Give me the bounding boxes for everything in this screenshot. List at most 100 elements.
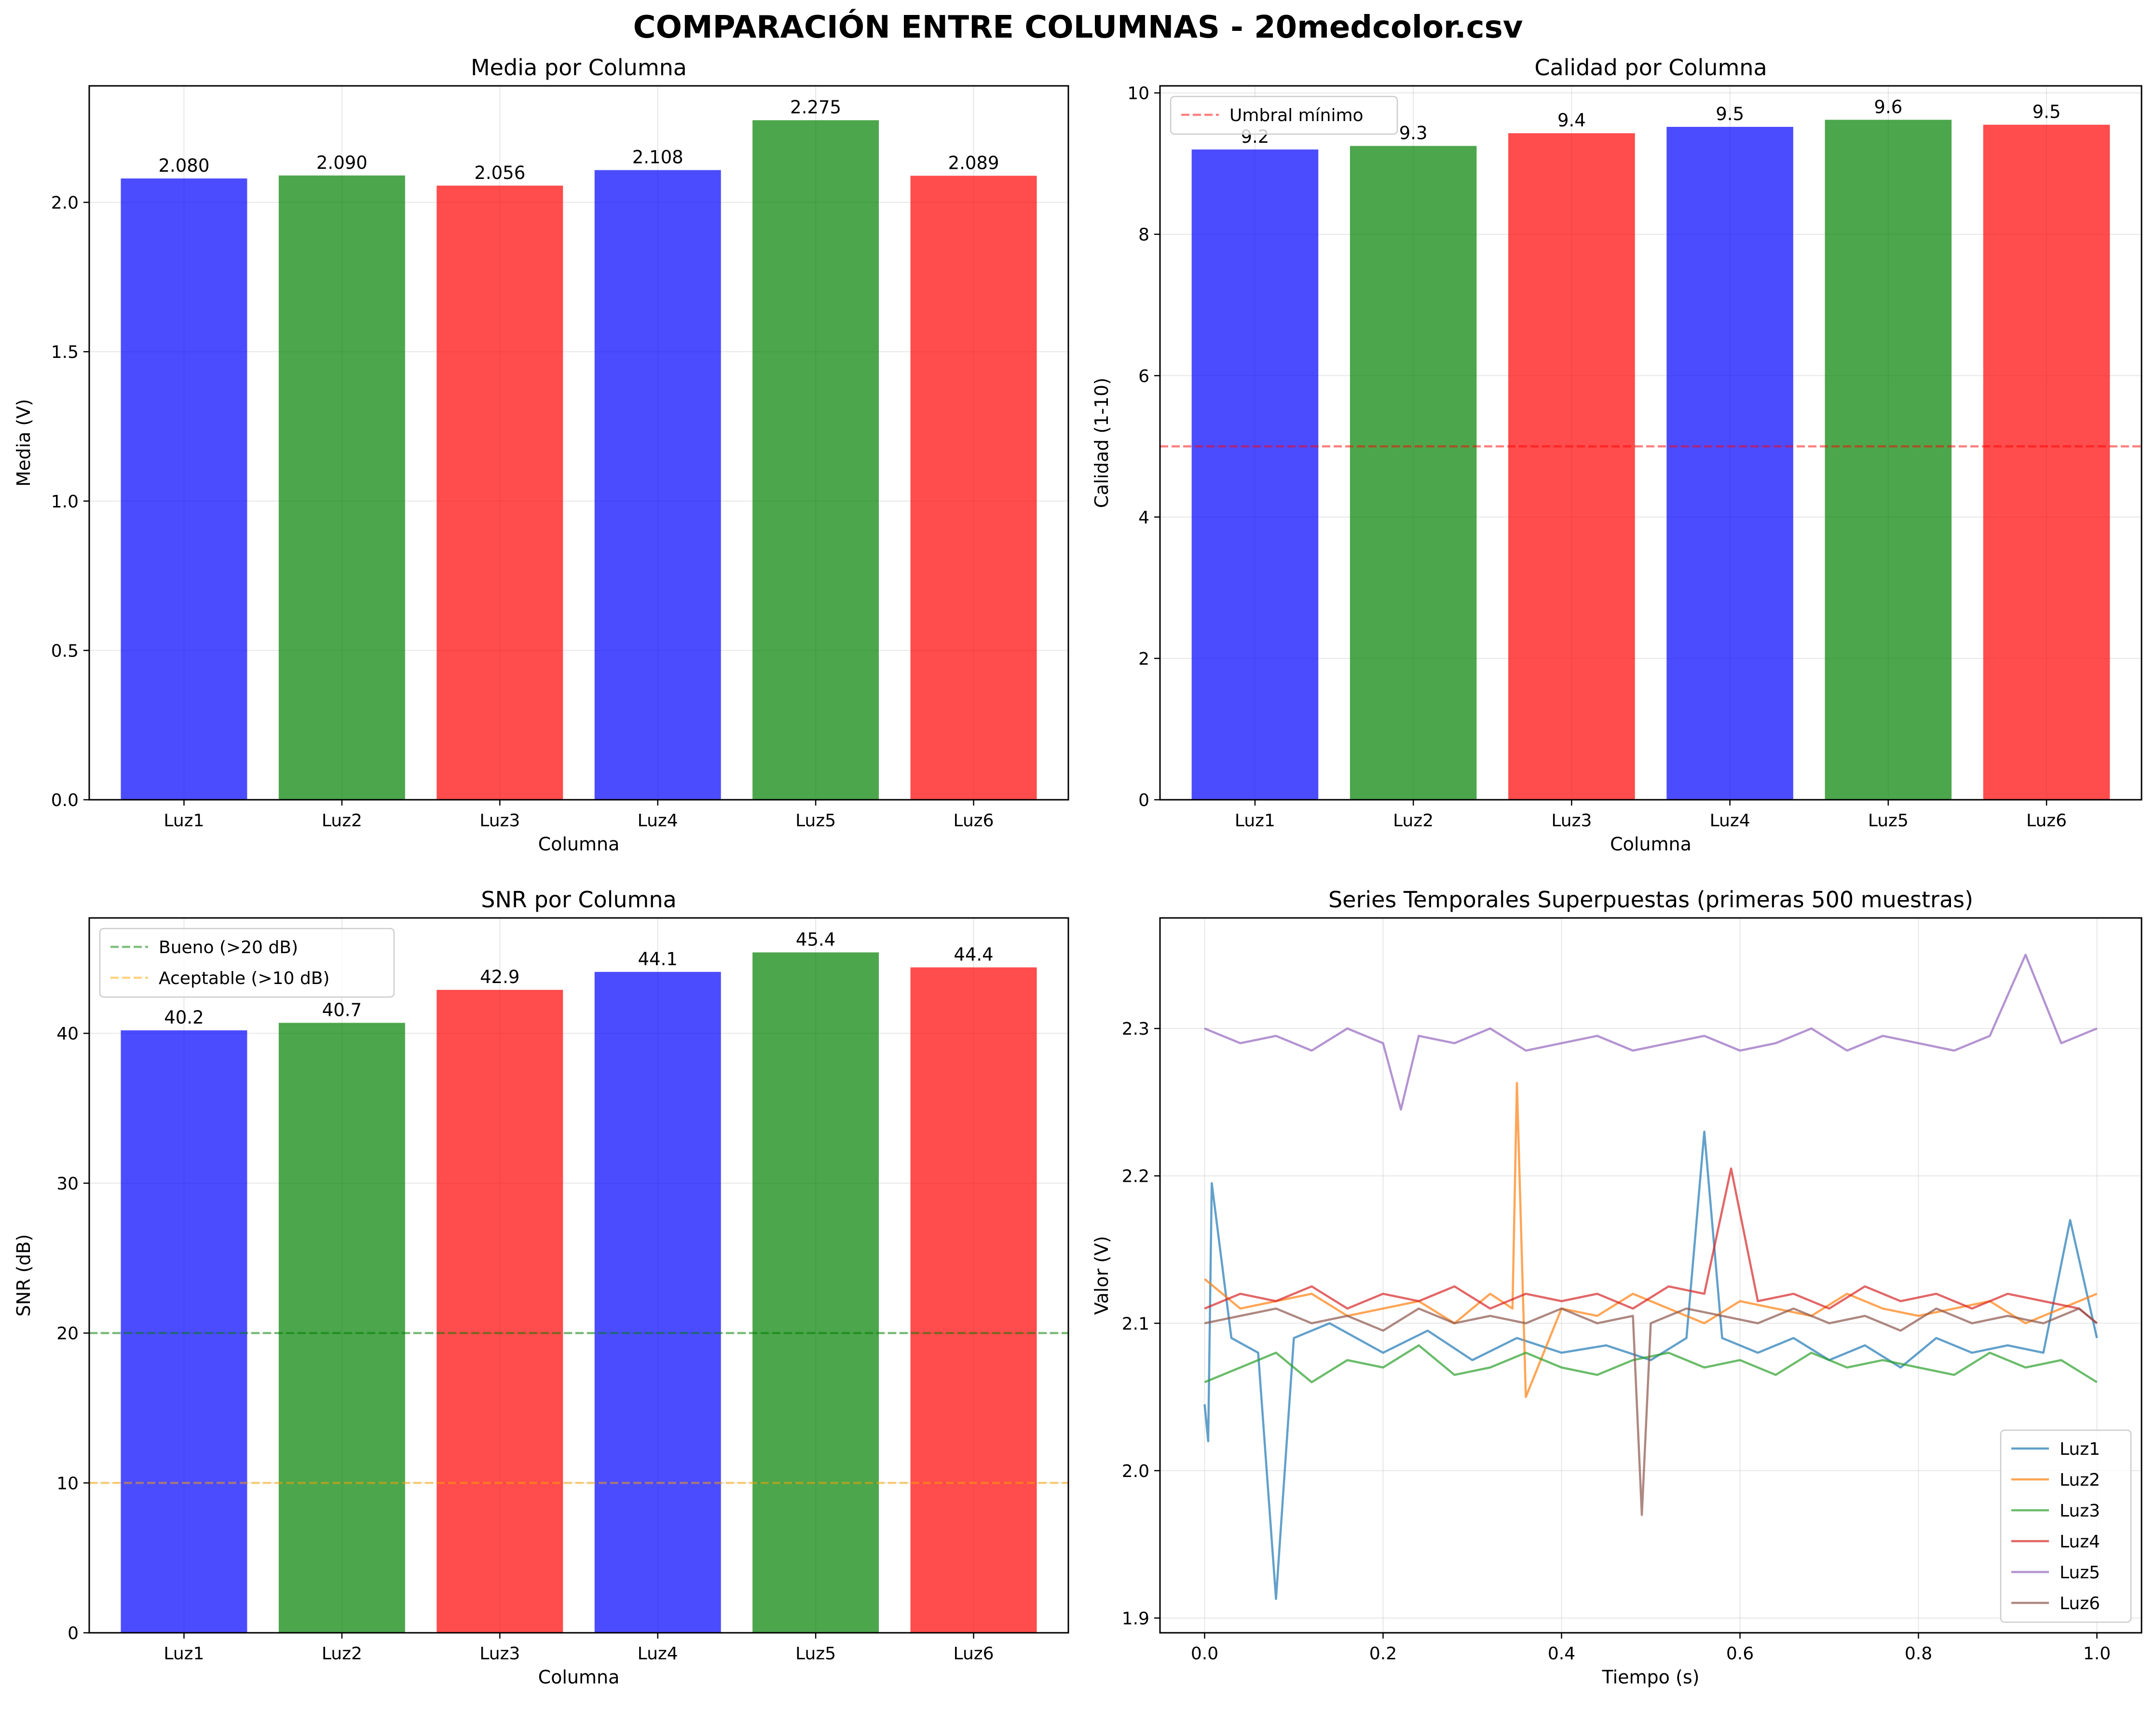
y-tick-label: 2.0 (1122, 1462, 1149, 1481)
y-tick-label: 30 (56, 1174, 79, 1194)
y-tick-label: 2.2 (1122, 1167, 1149, 1187)
x-tick-label: Luz5 (795, 1644, 836, 1664)
bar-luz3 (1508, 133, 1635, 800)
bar-value-label: 2.275 (790, 97, 841, 118)
bar-luz4 (594, 971, 721, 1633)
bar-value-label: 42.9 (480, 967, 519, 987)
bar-value-label: 44.4 (954, 944, 993, 965)
x-tick-label: Luz1 (1235, 811, 1275, 831)
legend-label: Luz3 (2060, 1501, 2100, 1521)
x-axis-label: Tiempo (s) (1602, 1667, 1700, 1688)
panel-1: 2.080 Luz1 2.090 Luz2 2.056 Luz3 2.108 Luz4 2.27… (13, 55, 1069, 855)
y-axis-label: Media (V) (13, 399, 34, 487)
bar-value-label: 9.3 (1399, 123, 1428, 144)
figure-title: COMPARACIÓN ENTRE COLUMNAS - 20medcolor.… (633, 9, 1523, 45)
bar-luz3 (437, 990, 563, 1633)
bar-value-label: 9.5 (2033, 102, 2061, 123)
bar-value-label: 44.1 (638, 949, 678, 970)
series-line-luz4 (1204, 1167, 2098, 1325)
plot-frame (1159, 85, 2142, 801)
y-tick-label: 0.0 (51, 791, 79, 810)
bar-luz6 (1983, 124, 2110, 800)
bar-luz5 (1825, 120, 1952, 800)
y-tick-label: 1.5 (51, 342, 79, 362)
legend-label: Luz2 (2060, 1470, 2100, 1490)
y-tick-label: 2.3 (1122, 1019, 1149, 1039)
panel-2: 9.2Luz19.3Luz29.4Luz39.5Luz49.6Luz59.5Lu… (1091, 55, 2142, 855)
bar-luz6 (910, 967, 1037, 1633)
y-tick-label: 1.0 (51, 492, 79, 512)
legend-box (1170, 96, 1398, 135)
bar-value-label: 2.056 (474, 163, 525, 183)
bar-value-label: 40.7 (322, 999, 362, 1020)
legend-box (2000, 1429, 2132, 1623)
y-tick-label: 0 (1138, 791, 1149, 810)
y-axis-label: Calidad (1-10) (1091, 378, 1112, 508)
y-tick-label: 20 (56, 1324, 79, 1344)
x-tick-label: 0.6 (1726, 1644, 1754, 1664)
legend-label: Umbral mínimo (1229, 106, 1364, 125)
series-line-luz1 (1203, 1130, 2098, 1600)
legend-box (99, 928, 395, 998)
series-line-luz6 (1204, 1307, 2098, 1516)
bar-luz1 (121, 1030, 247, 1633)
panel-4: 0.0 0.2 0.4 0.6 0.8 1.0 1.9 2.0 2.1 2.2 2.3 Series … (1091, 887, 2142, 1688)
y-axis-label: SNR (dB) (13, 1234, 34, 1317)
bar-value-label: 9.6 (1874, 96, 1902, 117)
plot-frame (88, 85, 1069, 801)
y-axis-label: Valor (V) (1091, 1236, 1112, 1315)
y-tick-label: 0.5 (51, 641, 79, 661)
bar-value-label: 2.090 (316, 152, 368, 173)
series-line-luz3 (1204, 1344, 2098, 1383)
x-tick-label: Luz6 (2026, 811, 2067, 831)
bar-value-label: 9.5 (1716, 104, 1744, 124)
series-group (1203, 954, 2098, 1600)
legend-label: Luz1 (2060, 1439, 2100, 1459)
legend-label: Luz4 (2060, 1532, 2100, 1552)
bar-luz5 (752, 120, 879, 800)
x-tick-label: Luz4 (638, 1644, 678, 1664)
y-tick-label: 0 (68, 1624, 79, 1643)
x-tick-label: Luz2 (1393, 811, 1433, 831)
x-tick-label: 0.4 (1548, 1644, 1575, 1664)
y-tick-label: 40 (56, 1024, 79, 1044)
y-tick-label: 4 (1138, 508, 1149, 528)
y-tick-label: 6 (1138, 367, 1149, 386)
bar-luz2 (1350, 146, 1477, 800)
bar-value-label: 9.4 (1557, 110, 1586, 131)
bar-luz1 (1191, 149, 1319, 800)
x-axis-label: Columna (538, 834, 620, 855)
y-tick-label: 10 (56, 1474, 79, 1493)
bar-luz4 (594, 170, 721, 800)
legend-label: Luz6 (2060, 1594, 2100, 1613)
bar-luz4 (1666, 126, 1793, 800)
x-tick-label: 0.2 (1369, 1644, 1397, 1664)
series-line-luz5 (1204, 954, 2098, 1111)
panel-3: 40.2 Luz1 40.7 Luz2 42.9 Luz3 44.1 Luz4 45.4 Luz5… (13, 887, 1069, 1688)
x-tick-label: Luz4 (638, 811, 678, 831)
legend: Luz1 Luz2 Luz3 Luz4 Luz5 Luz6 (2000, 1429, 2132, 1623)
plot-frame (88, 917, 1069, 1634)
x-tick-label: Luz5 (1868, 811, 1909, 831)
x-axis-label: Columna (538, 1667, 620, 1688)
bar-luz2 (278, 175, 405, 800)
bar-luz2 (278, 1023, 405, 1633)
bar-luz6 (910, 176, 1037, 800)
bar-value-label: 45.4 (796, 929, 835, 950)
panel-title: SNR por Columna (481, 887, 676, 913)
legend-label: Bueno (>20 dB) (159, 938, 298, 957)
x-axis-label: Columna (1610, 834, 1692, 855)
x-tick-label: Luz3 (479, 811, 520, 831)
x-tick-label: Luz3 (1551, 811, 1592, 831)
x-tick-label: 0.8 (1905, 1644, 1932, 1664)
x-tick-label: 1.0 (2083, 1644, 2111, 1664)
bar-value-label: 40.2 (164, 1007, 204, 1028)
series-line-luz2 (1204, 1081, 2098, 1398)
x-tick-label: Luz1 (164, 811, 204, 831)
panel-title: Calidad por Columna (1534, 55, 1767, 81)
legend-label: Aceptable (>10 dB) (159, 969, 329, 988)
legend-label: Luz5 (2060, 1563, 2100, 1583)
legend: Umbral mínimo (1170, 96, 1398, 135)
x-tick-label: 0.0 (1191, 1644, 1218, 1664)
